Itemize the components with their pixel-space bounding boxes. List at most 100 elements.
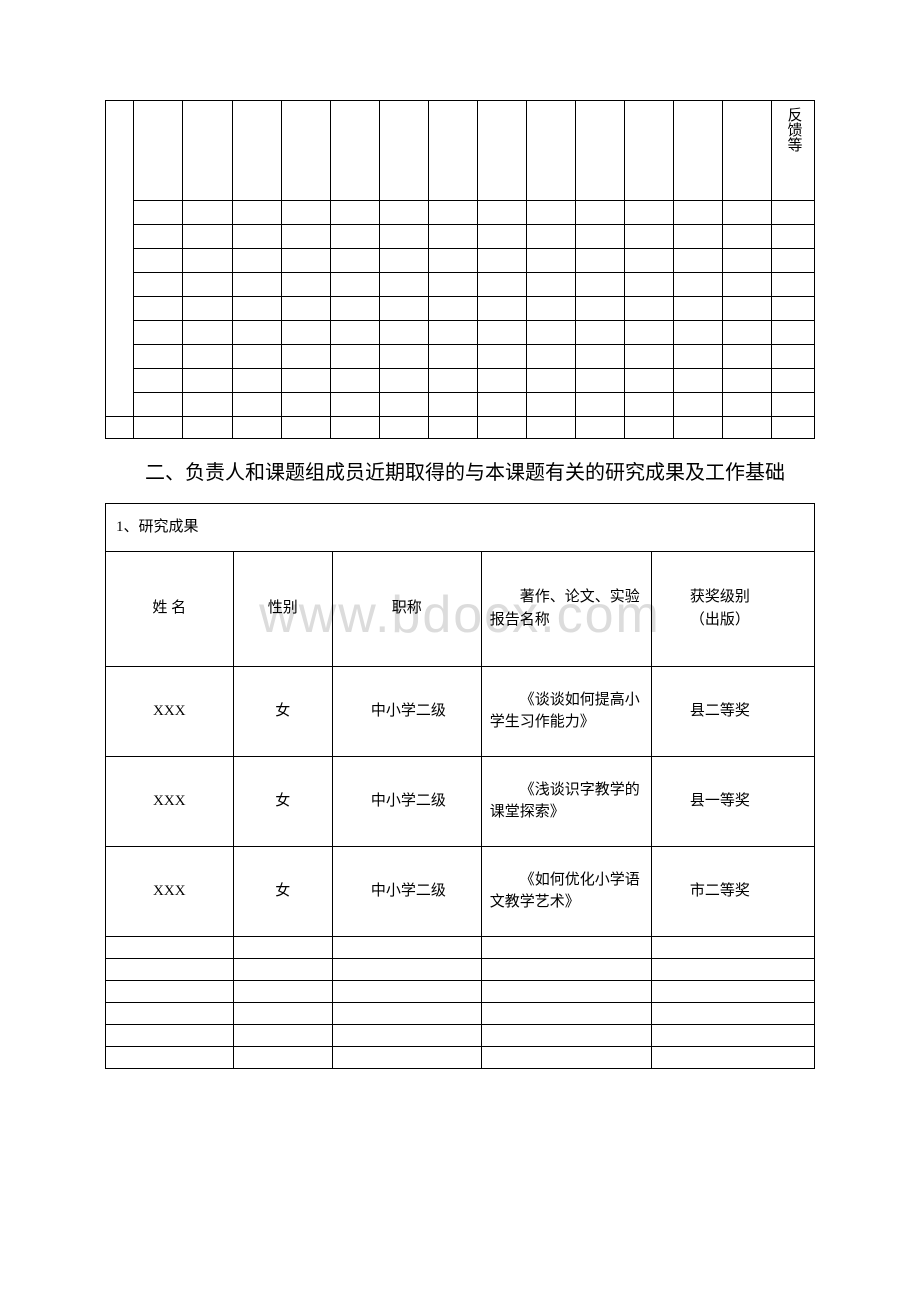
upper-cell [183,297,232,321]
upper-cell [379,201,428,225]
upper-cell [232,297,281,321]
col-jobtitle-header: 职称 [332,551,481,666]
empty-cell [481,1024,651,1046]
upper-cell [723,101,772,201]
upper-cell [576,321,625,345]
upper-cell [526,417,575,439]
empty-cell [332,1046,481,1068]
table-row: XXX女中小学二级《浅谈识字教学的课堂探索》县一等奖 [106,756,815,846]
cell-name: XXX [106,666,234,756]
empty-cell [106,1024,234,1046]
upper-cell [379,297,428,321]
upper-cell [232,345,281,369]
upper-cell [674,369,723,393]
upper-cell [772,297,815,321]
cell-award: 市二等奖 [651,846,814,936]
upper-cell [526,101,575,201]
empty-cell [332,1024,481,1046]
upper-cell [428,369,477,393]
upper-cell [134,249,183,273]
upper-cell [625,393,674,417]
empty-cell [332,958,481,980]
upper-cell [477,249,526,273]
table-row [106,936,815,958]
upper-cell [330,273,379,297]
upper-cell [281,393,330,417]
upper-cell [134,369,183,393]
upper-cell [477,101,526,201]
upper-cell [330,225,379,249]
cell-work: 《浅谈识字教学的课堂探索》 [481,756,651,846]
upper-cell [576,369,625,393]
upper-cell [526,369,575,393]
upper-cell [625,249,674,273]
upper-cell [183,369,232,393]
upper-cell [281,273,330,297]
upper-cell [428,393,477,417]
col-work-header: 著作、论文、实验报告名称 [481,551,651,666]
cell-award: 县一等奖 [651,756,814,846]
upper-cell [674,201,723,225]
cell-name: XXX [106,846,234,936]
upper-cell [330,249,379,273]
empty-cell [651,1046,814,1068]
upper-cell [379,369,428,393]
upper-cell [477,201,526,225]
upper-cell [576,345,625,369]
empty-cell [233,1046,332,1068]
upper-cell [183,417,232,439]
upper-cell [674,417,723,439]
table-row: XXX女中小学二级《谈谈如何提高小学生习作能力》县二等奖 [106,666,815,756]
upper-cell [330,369,379,393]
empty-cell [481,936,651,958]
upper-cell [183,225,232,249]
upper-cell [526,393,575,417]
upper-cell [526,273,575,297]
table-row [106,1046,815,1068]
upper-cell [428,273,477,297]
upper-cell [723,249,772,273]
upper-cell [330,201,379,225]
cell-work: 《谈谈如何提高小学生习作能力》 [481,666,651,756]
upper-cell [772,249,815,273]
upper-cell [625,417,674,439]
upper-cell [281,321,330,345]
upper-cell [625,101,674,201]
upper-cell [330,101,379,201]
upper-blank-table: 反馈等 [105,100,815,439]
upper-cell [232,273,281,297]
upper-cell [723,369,772,393]
cell-gender: 女 [233,756,332,846]
upper-cell [134,297,183,321]
empty-cell [106,936,234,958]
upper-cell [428,101,477,201]
upper-cell [576,393,625,417]
upper-cell [674,297,723,321]
upper-cell [134,345,183,369]
empty-cell [233,1002,332,1024]
upper-cell [134,393,183,417]
upper-cell [330,417,379,439]
cell-gender: 女 [233,666,332,756]
upper-cell [477,417,526,439]
upper-cell [772,369,815,393]
upper-cell [330,321,379,345]
upper-cell [183,321,232,345]
table-header-row: 姓 名 性别 职称 著作、论文、实验报告名称 获奖级别 （出版） [106,551,815,666]
empty-cell [332,1002,481,1024]
document-page: 反馈等 二、负责人和课题组成员近期取得的与本课题有关的研究成果及工作基础 1、研… [0,0,920,1137]
upper-cell [526,297,575,321]
empty-cell [481,980,651,1002]
upper-cell [379,273,428,297]
upper-cell [526,249,575,273]
upper-cell [576,273,625,297]
upper-cell [232,321,281,345]
upper-cell [183,101,232,201]
upper-cell [428,345,477,369]
cell-award: 县二等奖 [651,666,814,756]
upper-cell [526,201,575,225]
upper-cell [625,273,674,297]
upper-cell [477,321,526,345]
upper-cell [232,101,281,201]
upper-cell [723,225,772,249]
